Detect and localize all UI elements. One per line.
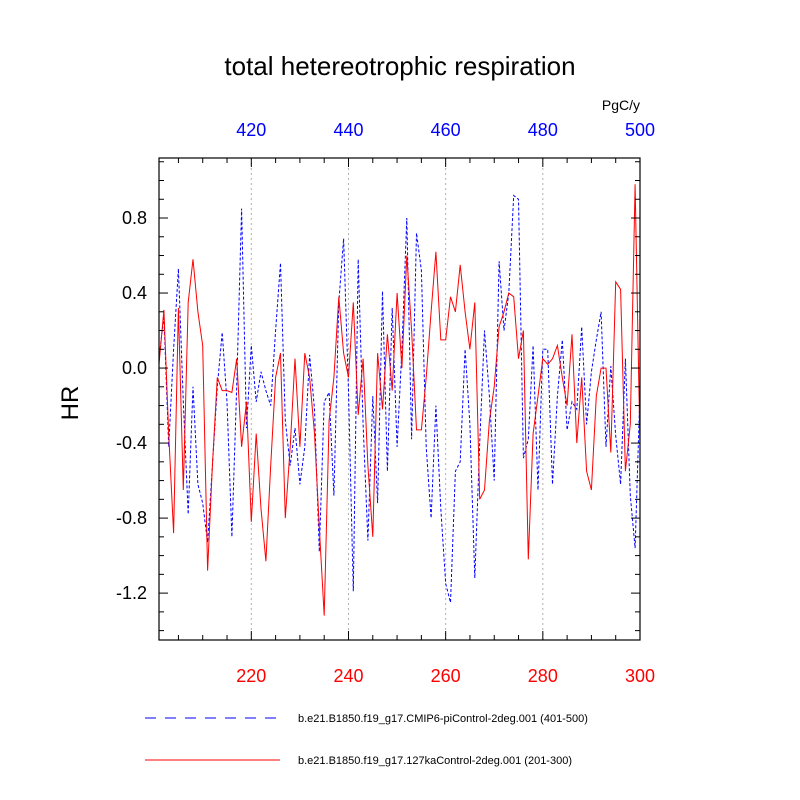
- axes: 0.8 0.4 0.0 -0.4 -0.8 -1.2 220 240 260 280 300 420 4…: [116, 120, 655, 686]
- x-bottom-tick-label: 240: [333, 666, 363, 686]
- x-top-tick-label: 420: [236, 120, 266, 140]
- x-bottom-tick-label: 260: [431, 666, 461, 686]
- legend: b.e21.B1850.f19_g17.CMIP6-piControl-2deg…: [145, 713, 588, 767]
- legend-label-cmip6-picontrol: b.e21.B1850.f19_g17.CMIP6-piControl-2deg…: [298, 713, 588, 725]
- y-tick-label: -1.2: [116, 583, 147, 603]
- y-tick-label: 0.0: [122, 358, 147, 378]
- y-axis-label: HR: [57, 386, 84, 421]
- series-line-cmip6-picontrol: [158, 194, 641, 603]
- gridlines: [250, 158, 544, 640]
- x-top-tick-label: 500: [625, 120, 655, 140]
- y-tick-label: 0.8: [122, 208, 147, 228]
- y-tick-label: -0.4: [116, 433, 147, 453]
- x-top-tick-label: 480: [528, 120, 558, 140]
- chart-title: total hetereotrophic respiration: [224, 51, 575, 81]
- x-top-tick-label: 460: [431, 120, 461, 140]
- series-line-127ka-control: [158, 184, 641, 616]
- legend-label-127ka-control: b.e21.B1850.f19_g17.127kaControl-2deg.00…: [298, 755, 572, 767]
- x-bottom-tick-label: 220: [236, 666, 266, 686]
- y-tick-label: -0.8: [116, 508, 147, 528]
- y-tick-label: 0.4: [122, 283, 147, 303]
- plot-frame: [158, 157, 641, 641]
- units-label: PgC/y: [602, 97, 640, 113]
- series-group: [158, 184, 641, 616]
- x-bottom-tick-label: 280: [528, 666, 558, 686]
- x-bottom-tick-label: 300: [625, 666, 655, 686]
- x-top-tick-label: 440: [333, 120, 363, 140]
